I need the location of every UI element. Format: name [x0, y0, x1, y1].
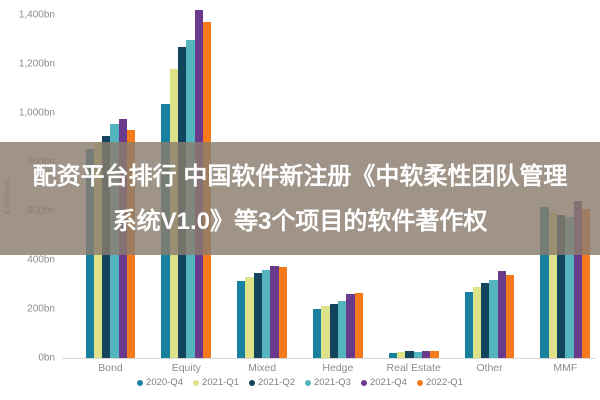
- legend: 2020-Q4 2021-Q1 2021-Q2 2021-Q3 2021-Q4 2022-…: [0, 377, 600, 388]
- legend-label-2022-q1: 2022-Q1: [425, 377, 463, 388]
- x-axis-label-bond: Bond: [98, 362, 123, 374]
- legend-item-2022-q1: 2022-Q1: [416, 377, 463, 388]
- legend-label-2020-q4: 2020-Q4: [146, 377, 184, 388]
- bar-2020-q4-other: [464, 291, 473, 358]
- legend-marker-icon-2021-q3: [305, 379, 311, 386]
- bar-2021-q3-hedge: [337, 301, 347, 358]
- bar-2021-q4-mixed: [270, 266, 279, 358]
- legend-item-2020-q4: 2020-Q4: [137, 377, 183, 388]
- legend-marker-icon-2021-q1: [193, 379, 200, 386]
- x-axis-label-other: Other: [476, 362, 503, 374]
- headline-line-2: 系统V1.0》等3个项目的软件著作权: [112, 207, 488, 235]
- bar-2021-q1-mixed: [245, 277, 254, 358]
- bar-2020-q4-mmf: [540, 207, 549, 358]
- legend-item-2021-q3: 2021-Q3: [305, 377, 351, 388]
- bar-2022-q1-mixed: [278, 267, 288, 358]
- bar-2022-q1-real-estate: [430, 350, 439, 358]
- y-tick-label-1400: 1,400bn: [18, 9, 55, 21]
- bar-2021-q3-mmf: [565, 217, 574, 358]
- y-tick-label-200: 200bn: [27, 303, 55, 315]
- bar-2022-q1-mmf: [581, 208, 591, 358]
- bar-2020-q4-hedge: [312, 309, 322, 358]
- bar-2021-q2-other: [481, 283, 490, 358]
- bar-2021-q4-hedge: [346, 294, 355, 358]
- legend-item-2021-q1: 2021-Q1: [193, 377, 239, 388]
- y-tick-label-0: 0bn: [38, 352, 55, 364]
- legend-label-2021-q3: 2021-Q3: [314, 377, 351, 388]
- x-axis-label-mixed: Mixed: [248, 362, 277, 374]
- legend-marker-icon-2021-q2: [249, 379, 256, 386]
- bar-2021-q4-real-estate: [422, 350, 431, 358]
- legend-marker-icon-2022-q1: [416, 379, 423, 386]
- bar-2022-q1-other: [506, 274, 515, 358]
- y-tick-label-400: 400bn: [27, 254, 55, 266]
- legend-marker-icon-2021-q4: [360, 379, 367, 386]
- headline-overlay-band: 配资平台排行 中国软件新注册《中软柔性团队管理 系统V1.0》等3个项目的软件著…: [0, 142, 600, 255]
- bar-2021-q4-mmf: [573, 201, 582, 358]
- legend-marker-icon-2020-q4: [137, 379, 144, 386]
- bar-2021-q3-mixed: [262, 269, 271, 358]
- x-axis-label-hedge: Hedge: [322, 362, 354, 374]
- bar-2020-q4-mixed: [237, 280, 246, 358]
- bar-2021-q2-real-estate: [405, 351, 414, 358]
- bar-2021-q2-hedge: [329, 303, 338, 358]
- headline-line-1: 配资平台排行 中国软件新注册《中软柔性团队管理: [32, 162, 568, 190]
- bar-2021-q2-mixed: [253, 273, 263, 358]
- legend-item-2021-q2: 2021-Q2: [249, 377, 295, 388]
- legend-label-2021-q1: 2021-Q1: [202, 377, 240, 388]
- bar-2021-q3-real-estate: [413, 351, 422, 358]
- bar-2021-q1-real-estate: [397, 352, 406, 358]
- bar-2020-q4-real-estate: [388, 352, 398, 358]
- legend-item-2021-q4: 2021-Q4: [360, 377, 407, 388]
- y-tick-label-1000: 1,000bn: [18, 107, 55, 119]
- bar-2021-q3-other: [489, 280, 498, 358]
- bar-2021-q4-other: [497, 271, 507, 358]
- y-tick-label-1200: 1,200bn: [18, 58, 55, 70]
- bar-2021-q2-mmf: [556, 215, 566, 358]
- legend-label-2021-q4: 2021-Q4: [369, 377, 407, 388]
- bar-2021-q1-hedge: [321, 306, 330, 358]
- x-axis-label-mmf: MMF: [553, 362, 578, 374]
- legend-label-2021-q2: 2021-Q2: [258, 377, 295, 388]
- x-axis-line: [62, 358, 595, 359]
- bar-2021-q1-other: [472, 286, 482, 358]
- bar-2022-q1-hedge: [354, 293, 363, 358]
- x-axis-label-real-estate: Real Estate: [386, 362, 441, 374]
- x-axis-label-equity: Equity: [171, 362, 201, 374]
- bar-2021-q1-mmf: [548, 213, 557, 358]
